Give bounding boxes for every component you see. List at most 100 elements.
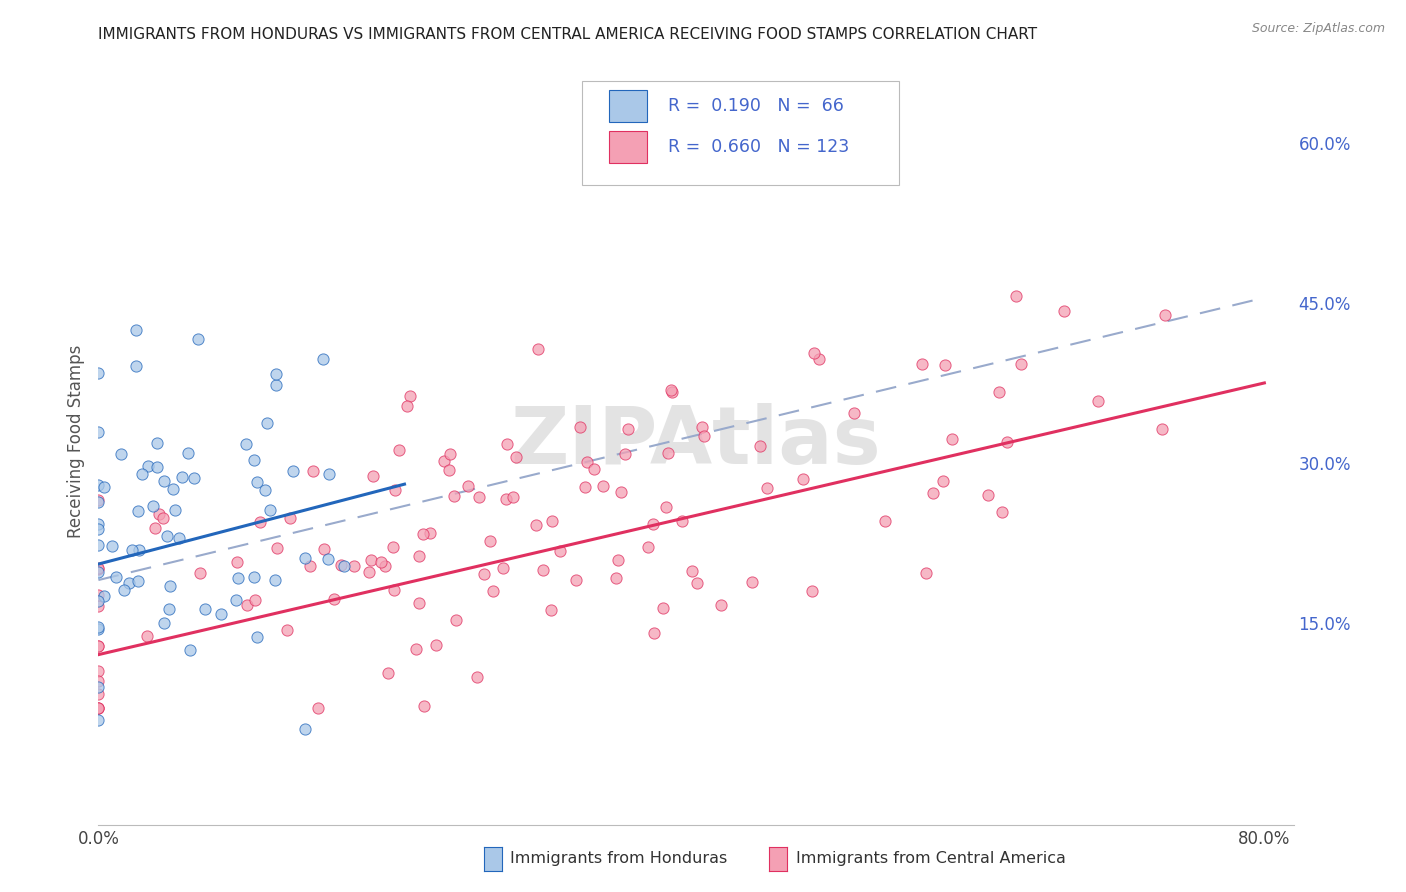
Point [87,639,110,653]
Point [607,552,630,566]
Point [377,665,399,680]
Point [792,472,814,486]
Text: Immigrants from Honduras: Immigrants from Honduras [510,851,728,865]
Point [246,475,269,489]
Point [177,445,200,459]
Point [342,558,364,573]
Point [121,542,143,557]
Point [136,629,159,643]
Point [266,541,288,555]
Point [87,493,110,508]
Point [152,510,174,524]
Point [314,541,336,556]
Text: Source: ZipAtlas.com: Source: ZipAtlas.com [1251,22,1385,36]
Point [127,504,149,518]
Point [693,429,716,443]
Point [87,701,110,715]
Text: R =  0.660   N = 123: R = 0.660 N = 123 [668,137,849,156]
Point [801,584,824,599]
Point [87,522,110,536]
Point [446,613,468,627]
Point [243,453,266,467]
Point [495,491,517,506]
Point [671,514,693,528]
Point [934,358,956,372]
Point [564,573,586,587]
Point [226,571,249,585]
Point [87,620,110,634]
Point [194,601,217,615]
Point [412,527,434,541]
Point [1087,393,1109,408]
Point [914,566,936,581]
Point [657,445,679,459]
Point [87,674,110,689]
Point [294,551,316,566]
Point [162,482,184,496]
Point [384,483,406,497]
Point [190,566,212,581]
Point [87,516,110,531]
Point [159,579,181,593]
Point [235,437,257,451]
Point [661,385,683,400]
Point [131,467,153,481]
Point [637,540,659,554]
Point [395,399,418,413]
Point [803,346,825,360]
Point [299,558,322,573]
Point [479,533,502,548]
Bar [609,90,647,122]
Text: IMMIGRANTS FROM HONDURAS VS IMMIGRANTS FROM CENTRAL AMERICA RECEIVING FOOD STAMP: IMMIGRANTS FROM HONDURAS VS IMMIGRANTS F… [98,27,1038,42]
Point [474,567,496,582]
Point [318,467,340,482]
Point [360,553,382,567]
Point [87,588,110,602]
Point [87,713,110,727]
Point [582,461,605,475]
Point [405,642,427,657]
Point [87,562,110,576]
Point [911,357,934,371]
Point [357,565,380,579]
Point [569,419,592,434]
Point [439,447,461,461]
Point [329,558,352,573]
Point [87,494,110,508]
Point [165,503,187,517]
Point [172,469,194,483]
Text: ZIPAtlas: ZIPAtlas [510,402,882,481]
Point [541,514,564,528]
Text: Immigrants from Central America: Immigrants from Central America [796,851,1066,865]
Text: R =  0.190   N =  66: R = 0.190 N = 66 [668,97,845,115]
Point [492,561,515,575]
Point [226,555,249,569]
Point [225,593,247,607]
Point [574,480,596,494]
Point [443,489,465,503]
Point [399,389,422,403]
Point [941,432,963,446]
Point [236,598,259,612]
Point [995,435,1018,450]
Point [87,425,110,439]
Point [808,351,831,366]
Point [124,359,146,374]
Point [87,566,110,580]
Point [1154,308,1177,322]
Point [87,665,110,679]
Point [467,670,489,684]
Point [381,541,404,555]
Point [991,505,1014,519]
Point [592,479,614,493]
Point [87,478,110,492]
Point [655,500,678,514]
Point [1010,357,1032,371]
Point [374,559,396,574]
Point [179,642,201,657]
Point [256,416,278,430]
Point [264,377,287,392]
Point [548,543,571,558]
Point [575,455,598,469]
Point [124,323,146,337]
